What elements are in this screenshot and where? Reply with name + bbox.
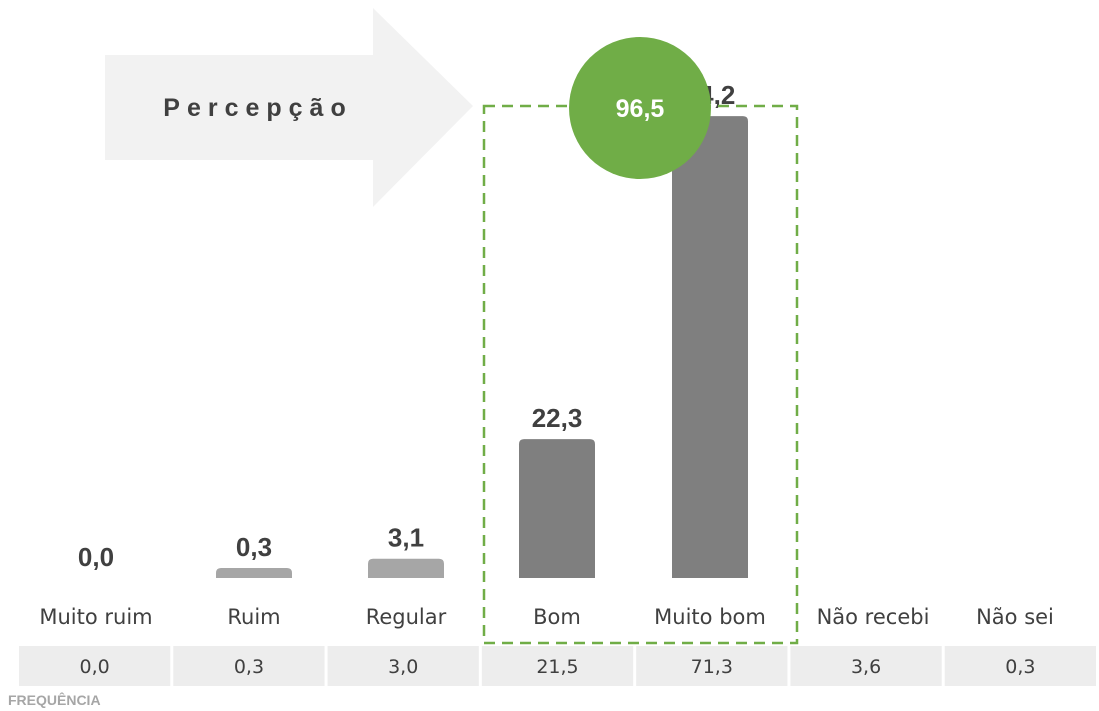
bar-value-label: 22,3 <box>532 403 583 433</box>
frequency-cell <box>19 646 171 686</box>
arrow-shape <box>105 8 473 207</box>
highlight-box: 96,5 <box>482 37 799 645</box>
frequency-value: 21,5 <box>536 656 578 678</box>
category-label: Muito bom <box>654 605 766 629</box>
arrow-text: Percepção <box>163 94 352 122</box>
frequency-cell <box>327 646 479 686</box>
highlight-circle <box>569 37 711 179</box>
frequency-value: 0,0 <box>80 656 110 678</box>
highlight-value: 96,5 <box>616 95 665 123</box>
category-label: Muito ruim <box>39 605 152 629</box>
frequency-title: FREQUÊNCIA <box>8 691 101 708</box>
bar-ruim <box>216 568 292 578</box>
category-labels: Muito ruim Ruim Regular Bom Muito bom Não rec… <box>39 605 1054 629</box>
category-label: Regular <box>366 605 447 629</box>
bar-regular <box>368 558 444 578</box>
frequency-cell <box>481 646 634 686</box>
frequency-value: 71,3 <box>691 656 733 678</box>
frequency-cell <box>173 646 325 686</box>
frequency-cell <box>636 646 788 686</box>
highlight-dashed-box <box>482 104 799 645</box>
category-label: Bom <box>533 605 581 629</box>
category-label: Não recebi <box>817 605 930 629</box>
frequency-value: 0,3 <box>1005 656 1035 678</box>
bar-value-label: 0,0 <box>78 542 114 572</box>
bars <box>216 116 748 578</box>
category-label: Não sei <box>976 605 1054 629</box>
bar-muito-bom <box>672 116 748 578</box>
bar-bom <box>519 439 595 578</box>
bar-value-label: 3,1 <box>388 523 424 553</box>
frequency-cell <box>944 646 1096 686</box>
frequency-value: 3,0 <box>388 656 418 678</box>
perception-arrow: Percepção <box>105 8 473 207</box>
frequency-cell <box>790 646 942 686</box>
category-label: Ruim <box>227 605 280 629</box>
bar-value-label: 0,3 <box>236 532 272 562</box>
frequency-value: 3,6 <box>851 656 881 678</box>
frequency-value: 0,3 <box>234 656 264 678</box>
frequency-row: 0,0 0,3 3,0 21,5 71,3 3,6 0,3 <box>19 646 1096 686</box>
